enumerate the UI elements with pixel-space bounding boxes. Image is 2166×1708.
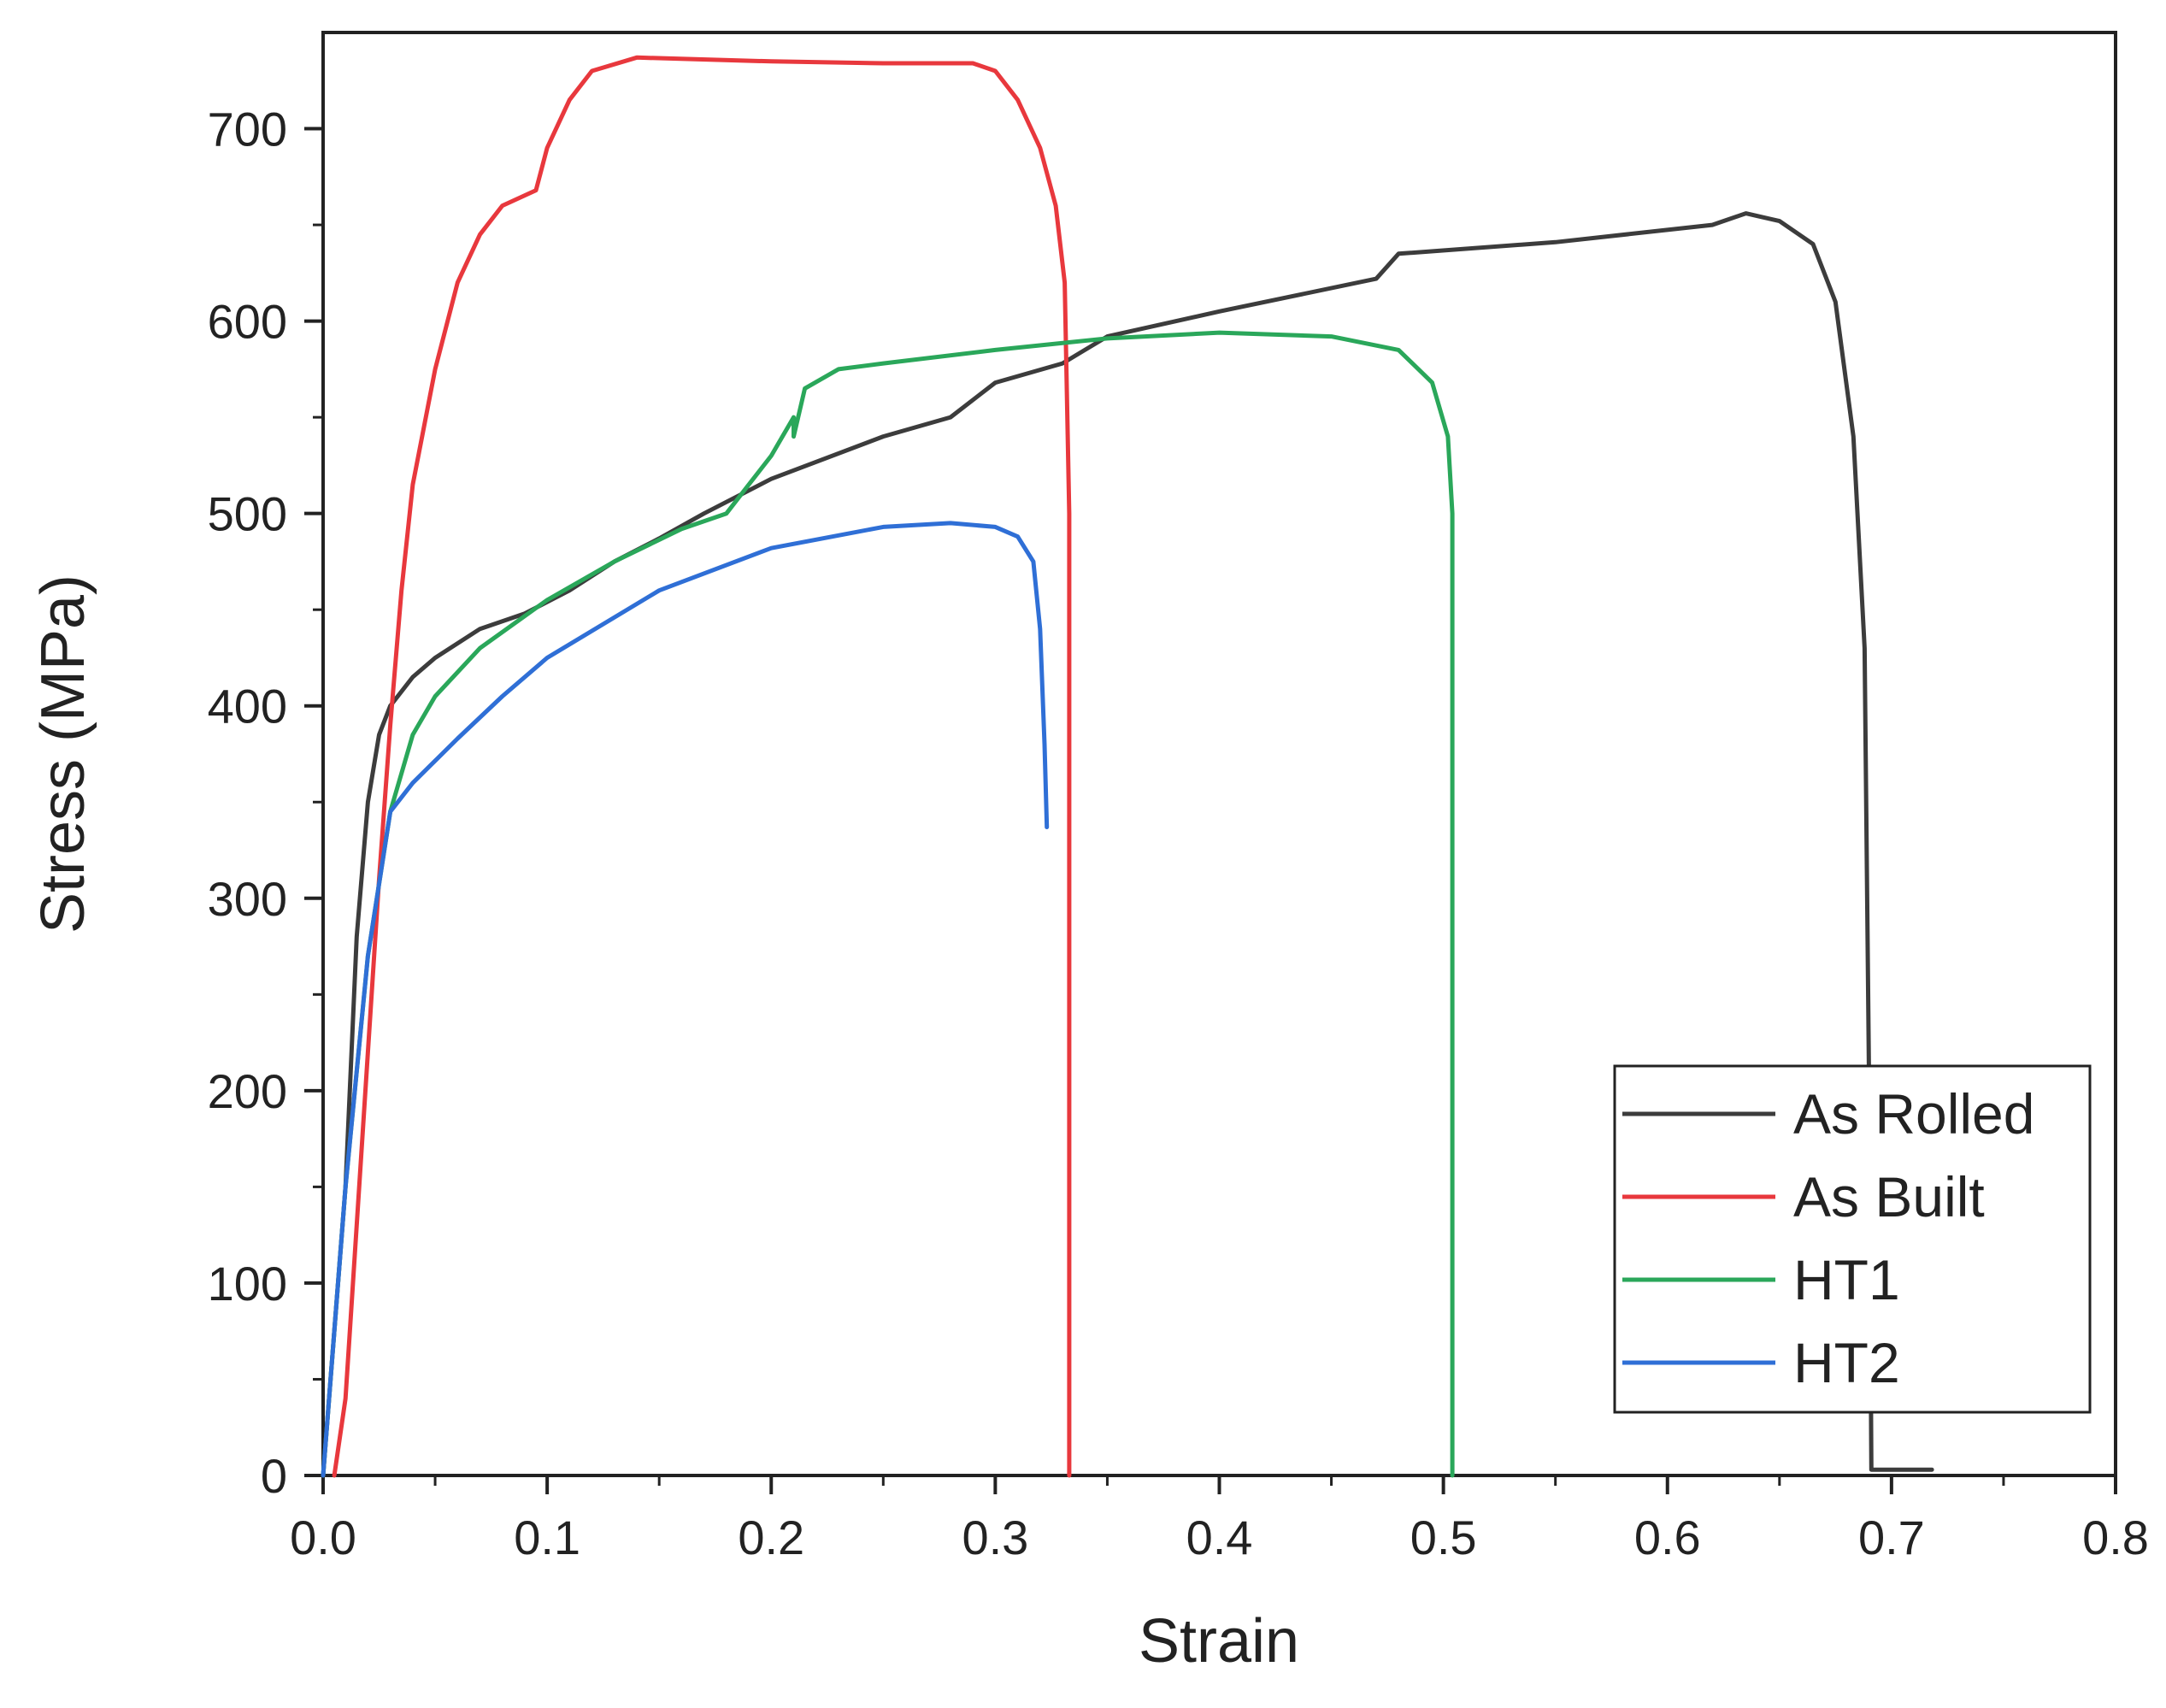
x-tick-label: 0.2 xyxy=(738,1511,804,1564)
legend-label-as-rolled: As Rolled xyxy=(1793,1082,2034,1146)
legend: As Rolled As Built HT1 HT2 xyxy=(1613,1064,2092,1414)
x-tick-label: 0.6 xyxy=(1634,1511,1701,1564)
y-tick-label: 400 xyxy=(208,680,287,733)
y-tick-label: 300 xyxy=(208,872,287,926)
legend-label-ht2: HT2 xyxy=(1793,1331,1900,1394)
series-layer xyxy=(321,55,1934,1478)
y-tick-label: 0 xyxy=(261,1449,287,1503)
series-line-ht2 xyxy=(321,521,1050,1478)
y-axis-title: Stress (MPa) xyxy=(29,574,97,934)
x-tick-label: 0.3 xyxy=(962,1511,1028,1564)
x-tick-label: 0.5 xyxy=(1410,1511,1477,1564)
x-tick-label: 0.7 xyxy=(1858,1511,1925,1564)
series-line-as-built xyxy=(332,55,1072,1478)
legend-label-ht1: HT1 xyxy=(1793,1248,1900,1311)
y-tick-label: 500 xyxy=(208,487,287,541)
legend-label-as-built: As Built xyxy=(1793,1165,1985,1228)
y-tick-label: 100 xyxy=(208,1257,287,1310)
y-tick-label: 600 xyxy=(208,295,287,349)
x-tick-label: 0.0 xyxy=(290,1511,356,1564)
series-line-as-rolled xyxy=(321,211,1934,1478)
x-axis-title: Strain xyxy=(1139,1607,1299,1676)
y-tick-label: 200 xyxy=(208,1064,287,1118)
axis-ticks: 0.0 0.1 0.2 0.3 0.4 0.5 0.6 0.7 0.8 0 100 200 300 400… xyxy=(208,103,2149,1564)
legend-box xyxy=(1613,1064,2092,1414)
y-tick-label: 700 xyxy=(208,103,287,156)
series-line-ht1 xyxy=(321,330,1455,1478)
x-tick-label: 0.8 xyxy=(2082,1511,2149,1564)
x-tick-label: 0.1 xyxy=(514,1511,580,1564)
x-tick-label: 0.4 xyxy=(1186,1511,1253,1564)
